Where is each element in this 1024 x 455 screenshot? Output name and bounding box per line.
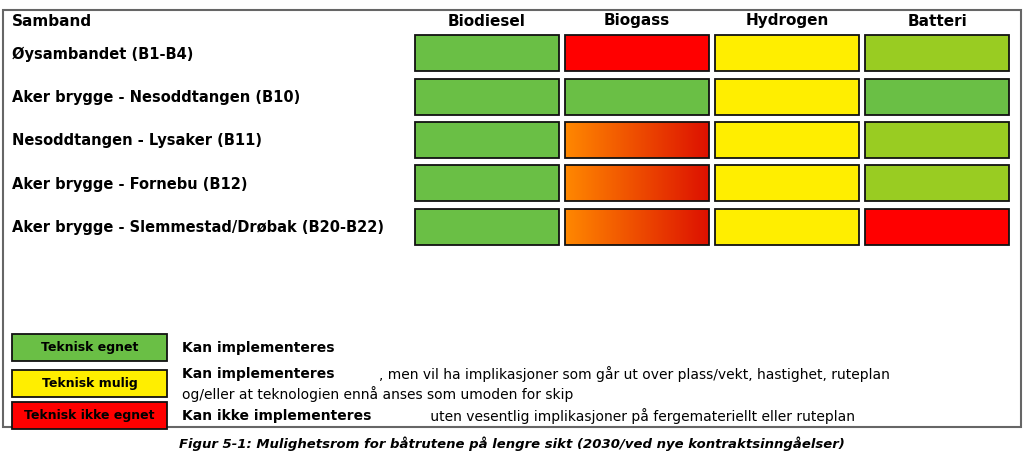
Bar xyxy=(865,166,1009,202)
Text: Biodiesel: Biodiesel xyxy=(449,14,526,28)
Text: Teknisk ikke egnet: Teknisk ikke egnet xyxy=(25,409,155,422)
Bar xyxy=(865,79,1009,115)
Bar xyxy=(415,123,559,159)
Bar xyxy=(415,79,559,115)
Bar xyxy=(715,79,859,115)
Text: Aker brygge - Nesoddtangen (B10): Aker brygge - Nesoddtangen (B10) xyxy=(12,90,300,105)
Bar xyxy=(565,123,709,159)
Bar xyxy=(12,334,167,361)
Text: Kan implementeres: Kan implementeres xyxy=(182,366,335,380)
Bar xyxy=(565,166,709,202)
Text: Samband: Samband xyxy=(12,14,92,28)
Text: Batteri: Batteri xyxy=(907,14,967,28)
Bar xyxy=(415,210,559,245)
Bar xyxy=(415,166,559,202)
Bar xyxy=(715,210,859,245)
Bar xyxy=(865,210,1009,245)
Text: Aker brygge - Slemmestad/Drøbak (B20-B22): Aker brygge - Slemmestad/Drøbak (B20-B22… xyxy=(12,220,384,235)
Bar xyxy=(865,36,1009,72)
Text: Øysambandet (B1-B4): Øysambandet (B1-B4) xyxy=(12,46,194,61)
Bar xyxy=(865,123,1009,159)
Bar xyxy=(715,123,859,159)
Text: Hydrogen: Hydrogen xyxy=(745,14,828,28)
Bar xyxy=(12,402,167,429)
Text: Biogass: Biogass xyxy=(604,14,670,28)
Text: Nesoddtangen - Lysaker (B11): Nesoddtangen - Lysaker (B11) xyxy=(12,133,262,148)
Text: Aker brygge - Fornebu (B12): Aker brygge - Fornebu (B12) xyxy=(12,177,248,192)
Bar xyxy=(715,36,859,72)
Bar xyxy=(715,166,859,202)
Text: , men vil ha implikasjoner som går ut over plass/vekt, hastighet, ruteplan: , men vil ha implikasjoner som går ut ov… xyxy=(379,365,890,381)
Text: Figur 5-1: Mulighetsrom for båtrutene på lengre sikt (2030/ved nye kontraktsinng: Figur 5-1: Mulighetsrom for båtrutene på… xyxy=(179,436,845,450)
Bar xyxy=(415,36,559,72)
Text: og/eller at teknologien ennå anses som umoden for skip: og/eller at teknologien ennå anses som u… xyxy=(182,385,573,401)
Bar xyxy=(565,36,709,72)
Text: Kan ikke implementeres: Kan ikke implementeres xyxy=(182,408,372,422)
Bar xyxy=(565,79,709,115)
Text: uten vesentlig implikasjoner på fergemateriellt eller ruteplan: uten vesentlig implikasjoner på fergemat… xyxy=(426,407,855,423)
Bar xyxy=(565,210,709,245)
Text: Teknisk mulig: Teknisk mulig xyxy=(42,377,137,389)
Bar xyxy=(12,369,167,397)
Text: Kan implementeres: Kan implementeres xyxy=(182,340,335,354)
Text: Teknisk egnet: Teknisk egnet xyxy=(41,341,138,354)
